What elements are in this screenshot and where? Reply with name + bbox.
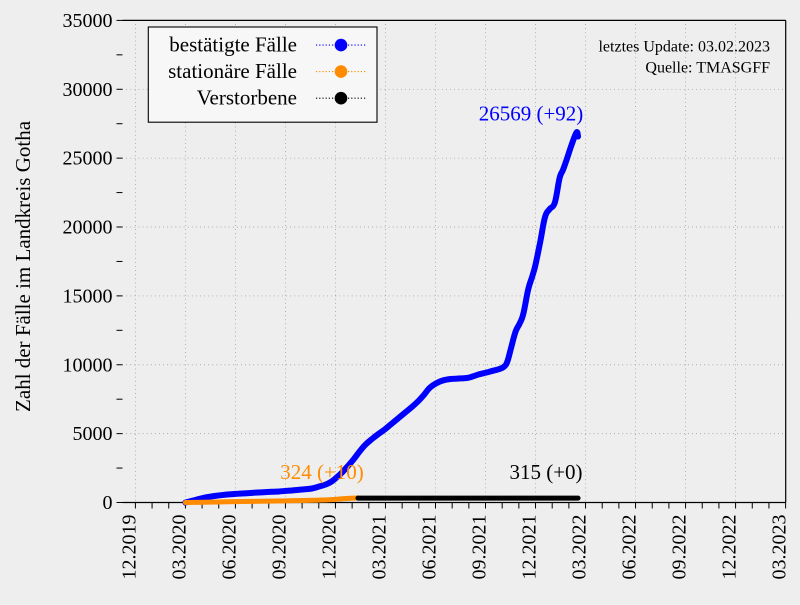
- svg-text:Verstorbene: Verstorbene: [197, 86, 297, 110]
- svg-text:Quelle: TMASGFF: Quelle: TMASGFF: [645, 60, 770, 77]
- svg-text:09.2021: 09.2021: [469, 515, 491, 580]
- svg-text:06.2021: 06.2021: [418, 515, 440, 580]
- svg-text:324 (+10): 324 (+10): [280, 460, 364, 484]
- svg-text:03.2020: 03.2020: [168, 515, 190, 580]
- svg-text:315 (+0): 315 (+0): [509, 460, 582, 484]
- svg-text:15000: 15000: [63, 285, 113, 307]
- svg-text:26569 (+92): 26569 (+92): [479, 101, 584, 125]
- svg-text:35000: 35000: [63, 10, 113, 32]
- svg-text:Zahl der Fälle im Landkreis Go: Zahl der Fälle im Landkreis Gotha: [11, 120, 35, 412]
- svg-text:12.2022: 12.2022: [719, 515, 741, 580]
- svg-text:5000: 5000: [73, 423, 113, 445]
- svg-text:03.2022: 03.2022: [569, 515, 591, 580]
- svg-text:30000: 30000: [63, 79, 113, 101]
- svg-text:12.2020: 12.2020: [318, 515, 340, 580]
- svg-text:12.2019: 12.2019: [118, 515, 140, 580]
- svg-text:12.2021: 12.2021: [519, 515, 541, 580]
- svg-text:09.2020: 09.2020: [268, 515, 290, 580]
- svg-text:letztes Update: 03.02.2023: letztes Update: 03.02.2023: [598, 39, 770, 56]
- svg-text:06.2020: 06.2020: [218, 515, 240, 580]
- svg-text:25000: 25000: [63, 148, 113, 170]
- svg-text:03.2023: 03.2023: [769, 515, 791, 580]
- svg-text:03.2021: 03.2021: [368, 515, 390, 580]
- svg-text:10000: 10000: [63, 354, 113, 376]
- svg-text:0: 0: [103, 492, 113, 514]
- svg-text:bestätigte Fälle: bestätigte Fälle: [169, 33, 297, 57]
- svg-text:06.2022: 06.2022: [619, 515, 641, 580]
- svg-text:stationäre Fälle: stationäre Fälle: [168, 59, 297, 83]
- svg-text:09.2022: 09.2022: [669, 515, 691, 580]
- svg-text:20000: 20000: [63, 217, 113, 239]
